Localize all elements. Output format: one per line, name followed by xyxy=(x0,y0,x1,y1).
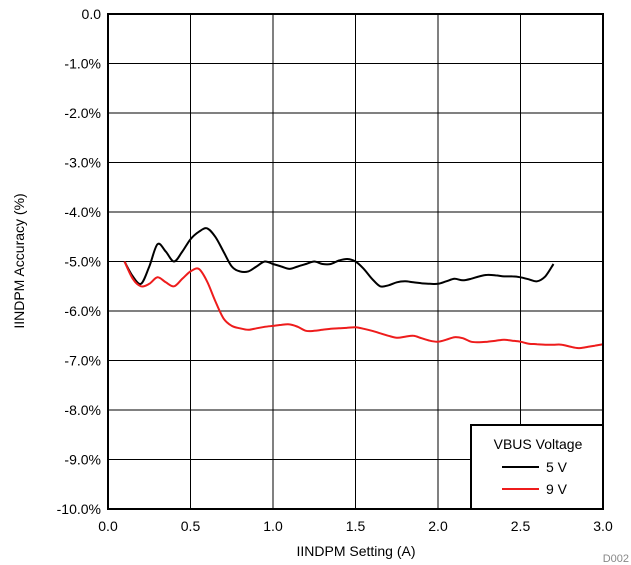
x-tick-label: 0.0 xyxy=(98,518,118,534)
x-tick-label: 3.0 xyxy=(593,518,613,534)
x-tick-label: 1.5 xyxy=(346,518,366,534)
x-tick-labels: 0.0 0.5 1.0 1.5 2.0 2.5 3.0 xyxy=(98,518,613,534)
y-tick-label: -7.0% xyxy=(64,353,101,369)
series-line-9v xyxy=(123,261,604,350)
legend-title: VBUS Voltage xyxy=(494,436,583,452)
y-tick-label: -5.0% xyxy=(64,254,101,270)
y-tick-label: -6.0% xyxy=(64,303,101,319)
y-tick-labels: 0.0 -1.0% -2.0% -3.0% -4.0% -5.0% -6.0% -7.0% -8… xyxy=(57,6,102,517)
plot-area-frame xyxy=(107,13,604,510)
x-tick-label: 0.5 xyxy=(181,518,201,534)
legend-label-5v: 5 V xyxy=(546,459,568,475)
y-tick-label: -8.0% xyxy=(64,402,101,418)
x-axis-label: IINDPM Setting (A) xyxy=(296,543,415,559)
series-lines xyxy=(123,227,604,350)
y-axis-label: IINDPM Accuracy (%) xyxy=(11,193,27,328)
y-tick-label: -9.0% xyxy=(64,452,101,468)
x-tick-label: 1.0 xyxy=(263,518,283,534)
y-tick-label: -3.0% xyxy=(64,155,101,171)
figure-id-note: D002 xyxy=(603,553,629,565)
y-tick-label: -10.0% xyxy=(57,501,101,517)
legend-label-9v: 9 V xyxy=(546,481,568,497)
legend: VBUS Voltage 5 V 9 V xyxy=(470,424,604,510)
y-tick-label: 0.0 xyxy=(82,6,102,22)
y-tick-label: -1.0% xyxy=(64,56,101,72)
x-tick-label: 2.0 xyxy=(428,518,448,534)
x-tick-label: 2.5 xyxy=(511,518,531,534)
series-line-5v xyxy=(123,227,555,288)
y-tick-label: -2.0% xyxy=(64,105,101,121)
y-tick-label: -4.0% xyxy=(64,204,101,220)
